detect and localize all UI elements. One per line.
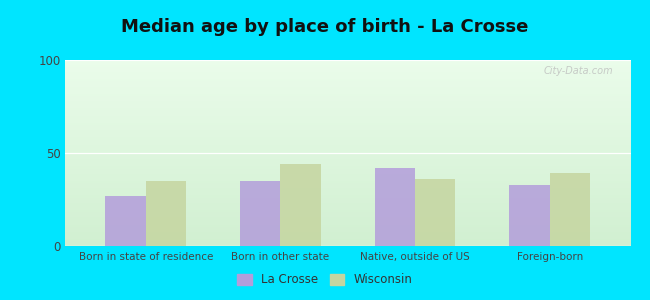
Bar [280,164,321,246]
Bar [374,168,415,246]
Bar [146,181,186,246]
Bar [240,181,280,246]
Bar [550,173,590,246]
Bar [105,196,146,246]
Text: City-Data.com: City-Data.com [544,66,614,76]
Bar [415,179,456,246]
Text: Median age by place of birth - La Crosse: Median age by place of birth - La Crosse [122,18,528,36]
Legend: La Crosse, Wisconsin: La Crosse, Wisconsin [233,269,417,291]
Bar [510,184,550,246]
